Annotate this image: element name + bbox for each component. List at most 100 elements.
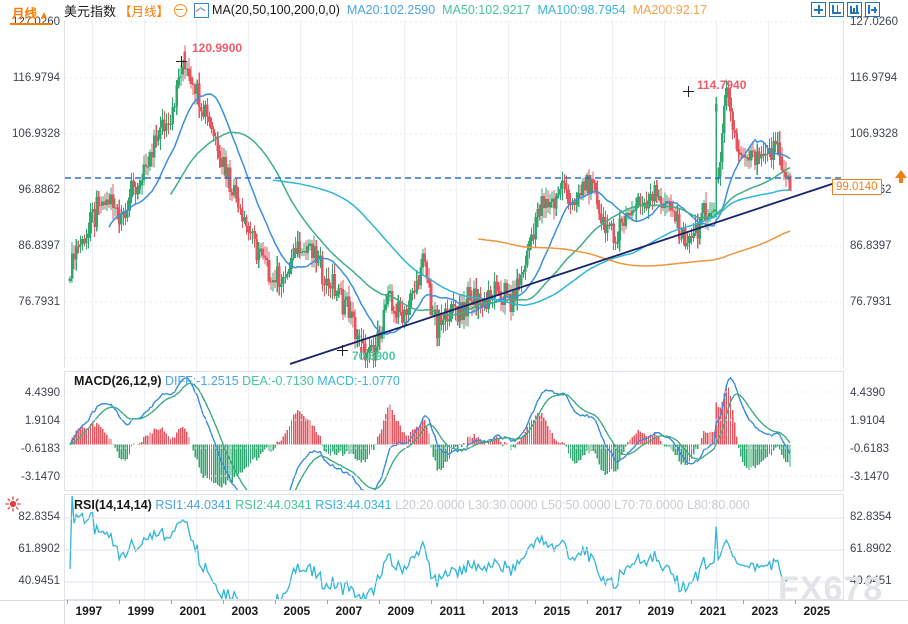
price-axis-left-4: 86.8397 [18,240,60,252]
period-tag: 【月线】 [119,4,170,19]
instrument-name: 美元指数 [64,3,117,19]
x-axis-label-2003: 2003 [231,604,259,618]
x-axis-tick [326,600,328,604]
x-axis-tick [638,600,640,604]
x-axis-tick [482,600,484,604]
rsi-level-lines [65,517,844,583]
price-axis-left-5: 76.7931 [18,296,60,308]
price-axis-left-1: 116.9794 [12,72,60,84]
price-axis-left-0: 127.0260 [12,16,60,28]
x-axis-tick [222,600,224,604]
price-arrow-stem-icon [899,178,903,183]
price-axis-right-2: 106.9328 [850,128,898,140]
rsi-panel-frame [64,494,844,600]
rsi-axis-left-0: 82.8354 [18,511,60,523]
x-axis-label-1997: 1997 [75,604,103,618]
price-axis-left-2: 106.9328 [12,128,60,140]
x-axis-tick [586,600,588,604]
macd-hist-value: MACD:-1.0770 [317,374,400,388]
macd-indicator-name: MACD(26,12,9) [74,374,162,388]
macd-axis-right-0: 4.4390 [850,387,886,399]
x-axis-label-2005: 2005 [283,604,311,618]
ma-indicator-label: MA(20,50,100,200,0,0) [212,3,340,17]
period-button-label: 月线 [12,7,38,21]
chart-header: 美元指数 【月线】 MA(20,50,100,200,0,0) MA20:102… [0,0,908,20]
x-axis-tick [794,600,796,604]
ma20-line [108,93,791,335]
rsi-l20-value: L20:20.0000 [395,498,465,512]
rsi-l80-value: L80:80.000 [687,498,750,512]
swing-high-2022-label: 114.7940 [697,78,747,92]
price-axis-right-0: 127.0260 [850,16,898,28]
crosshair-icon[interactable] [811,2,826,17]
shift-right-icon[interactable] [865,2,880,17]
macd-dea-value: DEA:-0.7130 [242,374,314,388]
rsi-axis-left-2: 40.9451 [18,575,60,587]
period-button[interactable]: 月线 ▲ [10,3,51,25]
rsi-panel-header: RSI(14,14,14) RSI1:44.0341 RSI2:44.0341 … [74,498,750,512]
x-axis-label-2021: 2021 [699,604,727,618]
scale-right-icon[interactable] [847,2,862,17]
rsi-series [69,496,791,600]
current-price-tag[interactable]: 99.0140 [832,179,882,195]
x-axis-tick [170,600,172,604]
rsi-l50-value: L50:50.0000 [541,498,611,512]
macd-diff-line [69,376,791,490]
x-axis-tick [690,600,692,604]
chart-toolbar [811,2,880,17]
rsi-axis-right-0: 82.8354 [850,511,892,523]
rsi-axis-left-1: 61.8902 [18,543,60,555]
macd-dea-line [69,382,791,490]
x-axis-label-2007: 2007 [335,604,363,618]
x-axis-label-2025: 2025 [803,604,831,618]
alert-sun-icon[interactable] [5,496,21,512]
x-axis-label-2013: 2013 [491,604,519,618]
rsi3-value: RSI3:44.0341 [315,498,392,512]
price-axis-right-1: 116.9794 [850,72,898,84]
price-axis-left-3: 96.8862 [18,184,60,196]
price-axis-right-4: 86.8397 [850,240,892,252]
x-axis-label-2001: 2001 [179,604,207,618]
macd-axis-left-3: -3.1470 [20,471,60,483]
macd-panel-header: MACD(26,12,9) DIFF:-1.2515 DEA:-0.7130 M… [74,374,400,388]
x-axis-label-2023: 2023 [751,604,779,618]
rsi-indicator-name: RSI(14,14,14) [74,498,152,512]
macd-axis-right-1: 1.9104 [850,415,886,427]
rsi-axis-right-2: 40.9451 [850,575,892,587]
ma20-value: MA20:102.2590 [346,3,436,17]
x-axis-label-2009: 2009 [387,604,415,618]
x-axis-tick [430,600,432,604]
rsi1-value: RSI1:44.0341 [155,498,232,512]
x-axis-label-2015: 2015 [543,604,571,618]
macd-diff-value: DIFF:-1.2515 [165,374,239,388]
rsi2-value: RSI2:44.0341 [235,498,312,512]
ma50-line [169,131,791,316]
x-axis-label-1999: 1999 [127,604,155,618]
x-axis-label-2017: 2017 [595,604,623,618]
ascending-trendline [289,179,845,365]
x-axis-label-2019: 2019 [647,604,675,618]
ma200-value: MA200:92.17 [632,3,708,17]
moving-average-lines [108,93,791,335]
period-caret-icon: ▲ [39,10,49,21]
rsi-line [69,496,791,600]
x-axis-tick [66,600,68,604]
x-axis-tick [378,600,380,604]
macd-axis-left-2: -0.6183 [20,443,60,455]
rsi-axis-right-1: 61.8902 [850,543,892,555]
rsi-l30-value: L30:30.0000 [468,498,538,512]
ma100-value: MA100:98.7954 [537,3,626,17]
rsi-l70-value: L70:70.0000 [614,498,684,512]
vertical-gridlines [92,20,769,600]
macd-panel-frame [64,371,844,491]
x-axis-tick [742,600,744,604]
ma-indicator-icon[interactable] [194,2,210,18]
x-axis-tick [274,600,276,604]
circle-minus-icon[interactable] [174,3,188,17]
macd-axis-right-2: -0.6183 [850,443,890,455]
scale-left-icon[interactable] [829,2,844,17]
macd-axis-left-1: 1.9104 [24,415,60,427]
price-axis-right-5: 76.7931 [850,296,892,308]
